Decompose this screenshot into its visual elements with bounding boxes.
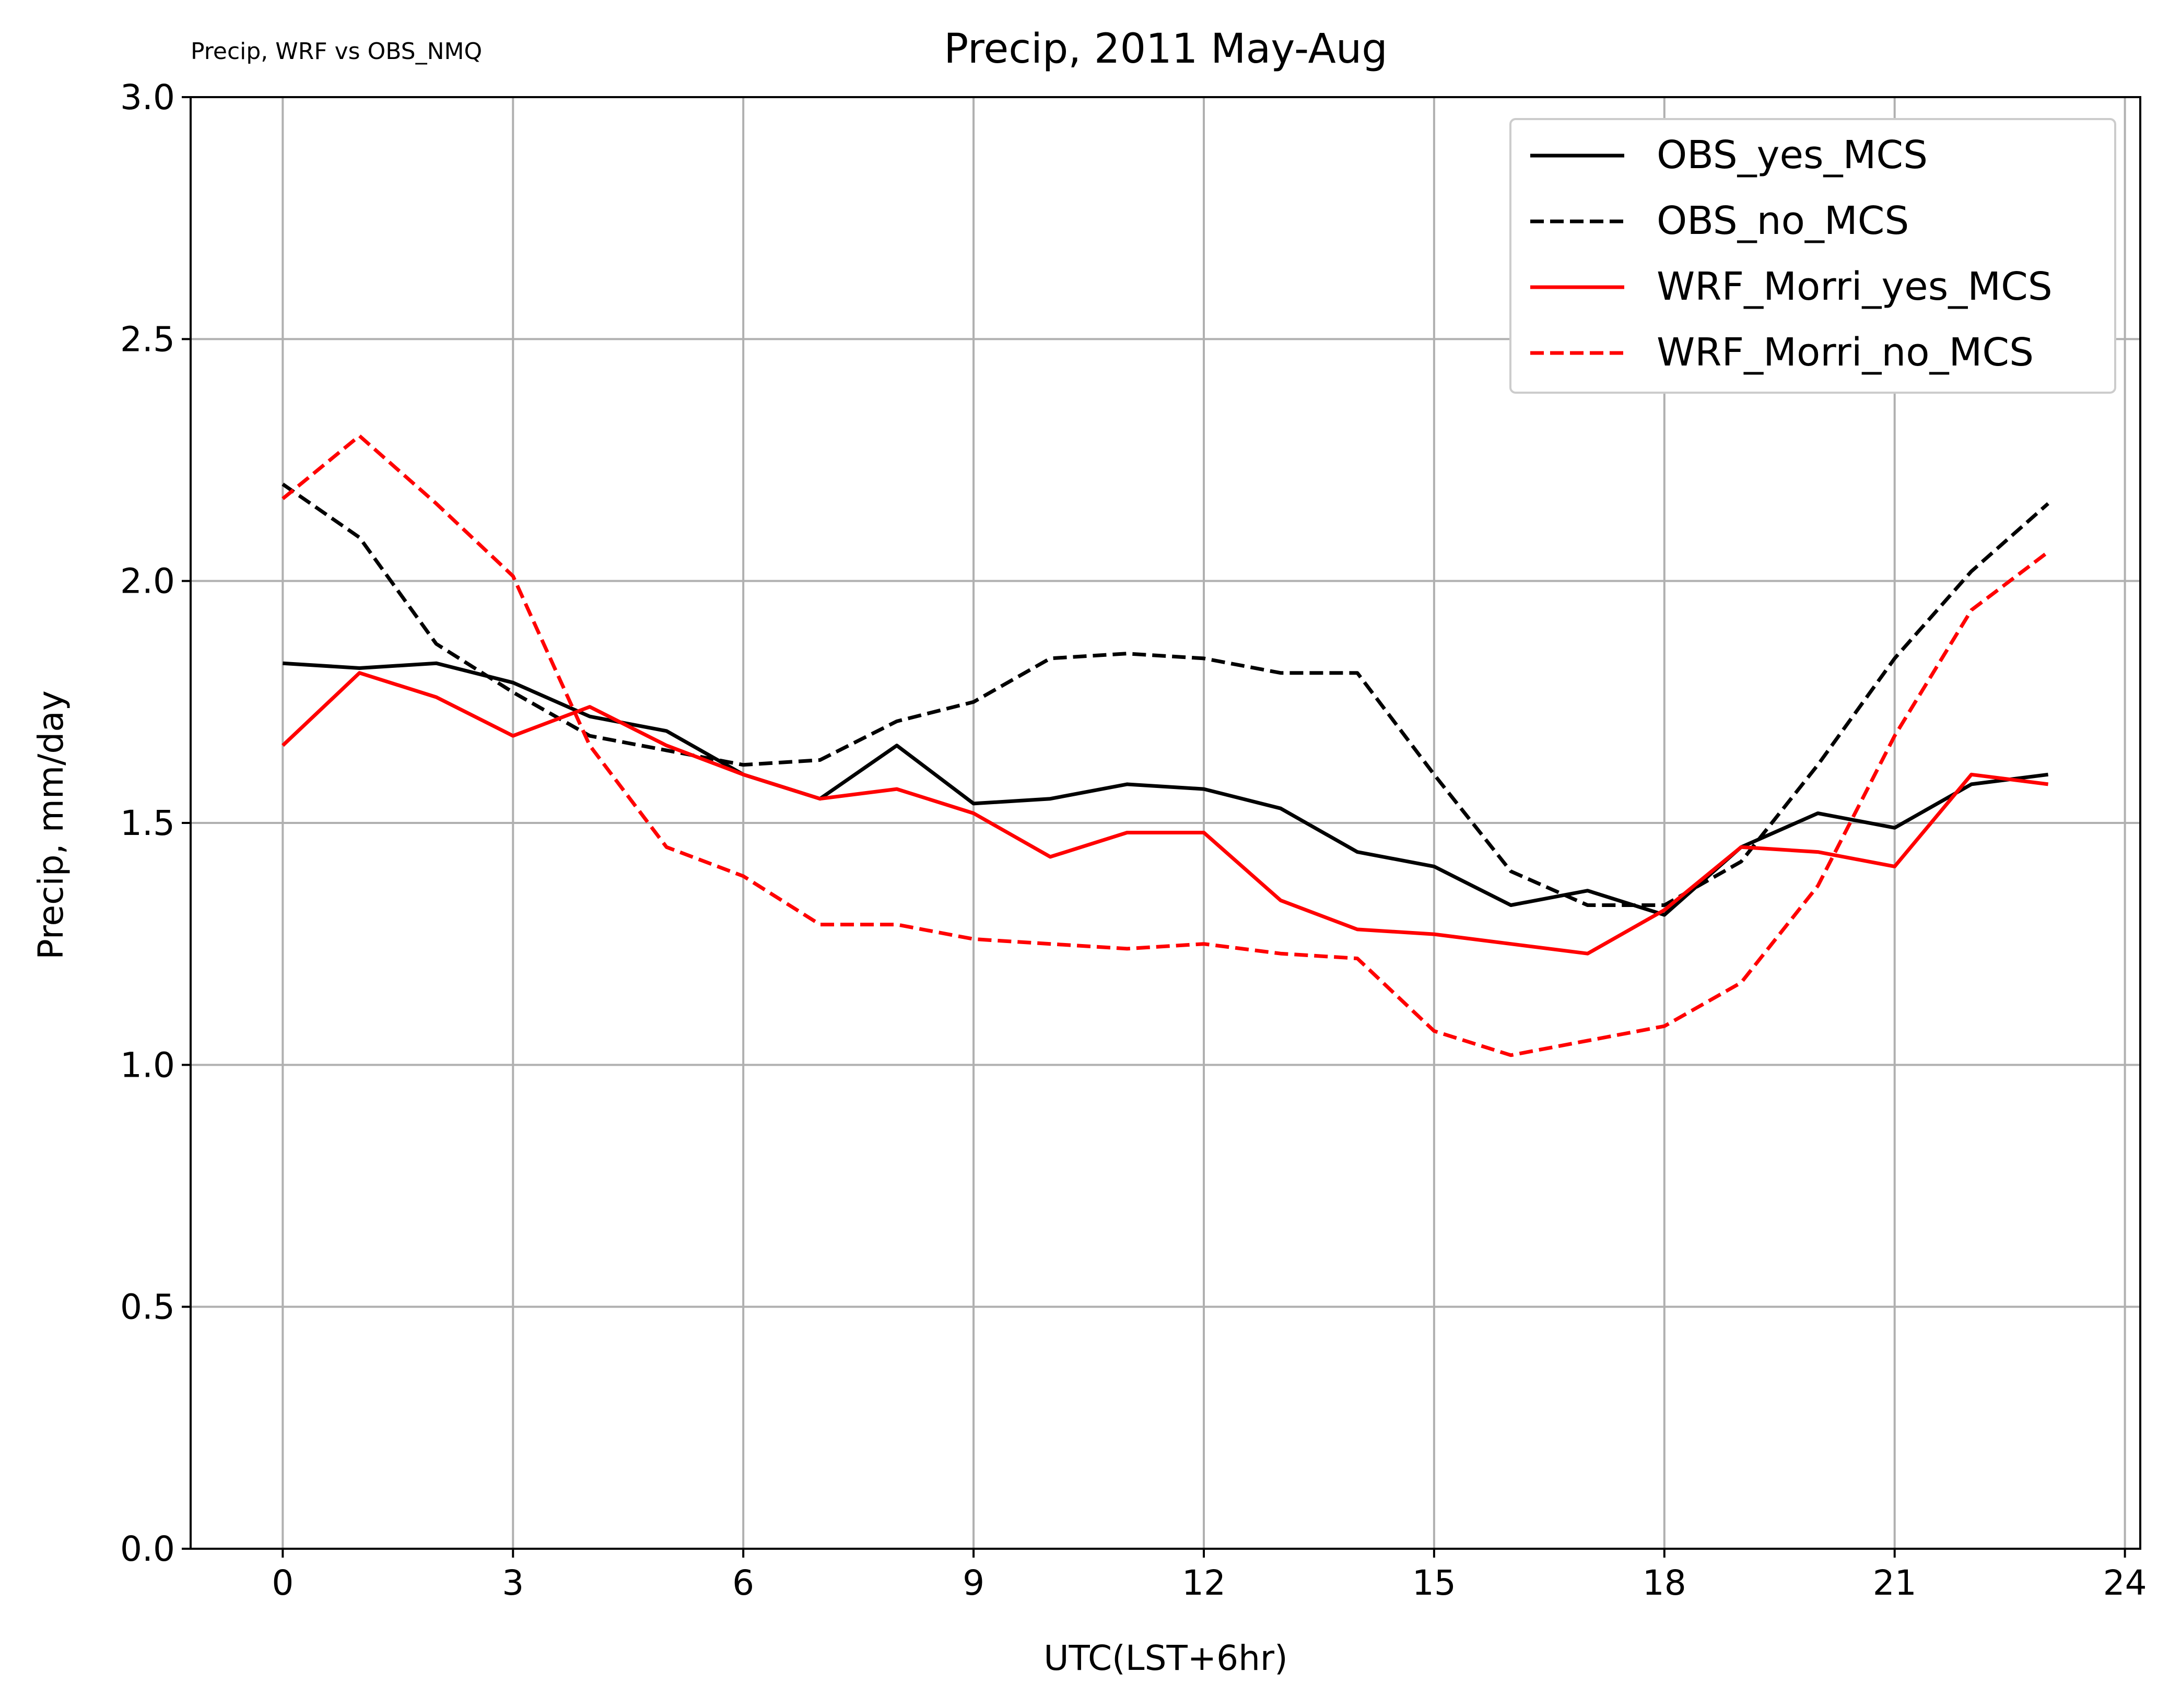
x-tick-label: 9 (963, 1563, 984, 1603)
y-tick-label: 1.0 (120, 1045, 175, 1085)
legend: OBS_yes_MCS OBS_no_MCS WRF_Morri_yes_MCS WR… (1509, 118, 2116, 394)
x-tick-label: 24 (2103, 1563, 2147, 1603)
x-tick-label: 3 (502, 1563, 524, 1603)
x-tick-label: 12 (1182, 1563, 1226, 1603)
series-line-wrf-morri-no-mcs (282, 434, 2049, 1057)
series-line-wrf-morri-yes-mcs (281, 671, 2049, 956)
x-tick-label: 18 (1643, 1563, 1686, 1603)
axis-ticks: 0 3 6 9 12 15 18 21 24 0.0 0.5 1.0 1.5 2.0 2.5 3.0 (120, 77, 2147, 1603)
y-tick-label: 0.0 (120, 1529, 175, 1569)
x-tick-label: 21 (1873, 1563, 1917, 1603)
legend-label: OBS_no_MCS (1657, 198, 1909, 243)
y-tick-label: 3.0 (120, 77, 175, 117)
series-lines (281, 434, 2049, 1057)
y-tick-label: 1.5 (120, 803, 175, 843)
legend-label: OBS_yes_MCS (1657, 133, 1928, 178)
x-tick-label: 6 (732, 1563, 754, 1603)
y-tick-label: 2.0 (120, 561, 175, 602)
x-tick-label: 15 (1412, 1563, 1456, 1603)
x-axis-label: UTC(LST+6hr) (1043, 1638, 1288, 1678)
x-tick-label: 0 (272, 1563, 294, 1603)
legend-box (1509, 118, 2116, 394)
chart-title: Precip, 2011 May-Aug (944, 26, 1388, 73)
legend-label: WRF_Morri_no_MCS (1657, 330, 2034, 375)
chart-subtitle: Precip, WRF vs OBS_NMQ (191, 38, 482, 65)
y-tick-label: 2.5 (120, 319, 175, 359)
y-axis-label: Precip, mm/day (31, 690, 71, 960)
legend-label: WRF_Morri_yes_MCS (1657, 264, 2053, 309)
y-tick-label: 0.5 (120, 1287, 175, 1327)
series-line-obs-no-mcs (282, 482, 2049, 907)
